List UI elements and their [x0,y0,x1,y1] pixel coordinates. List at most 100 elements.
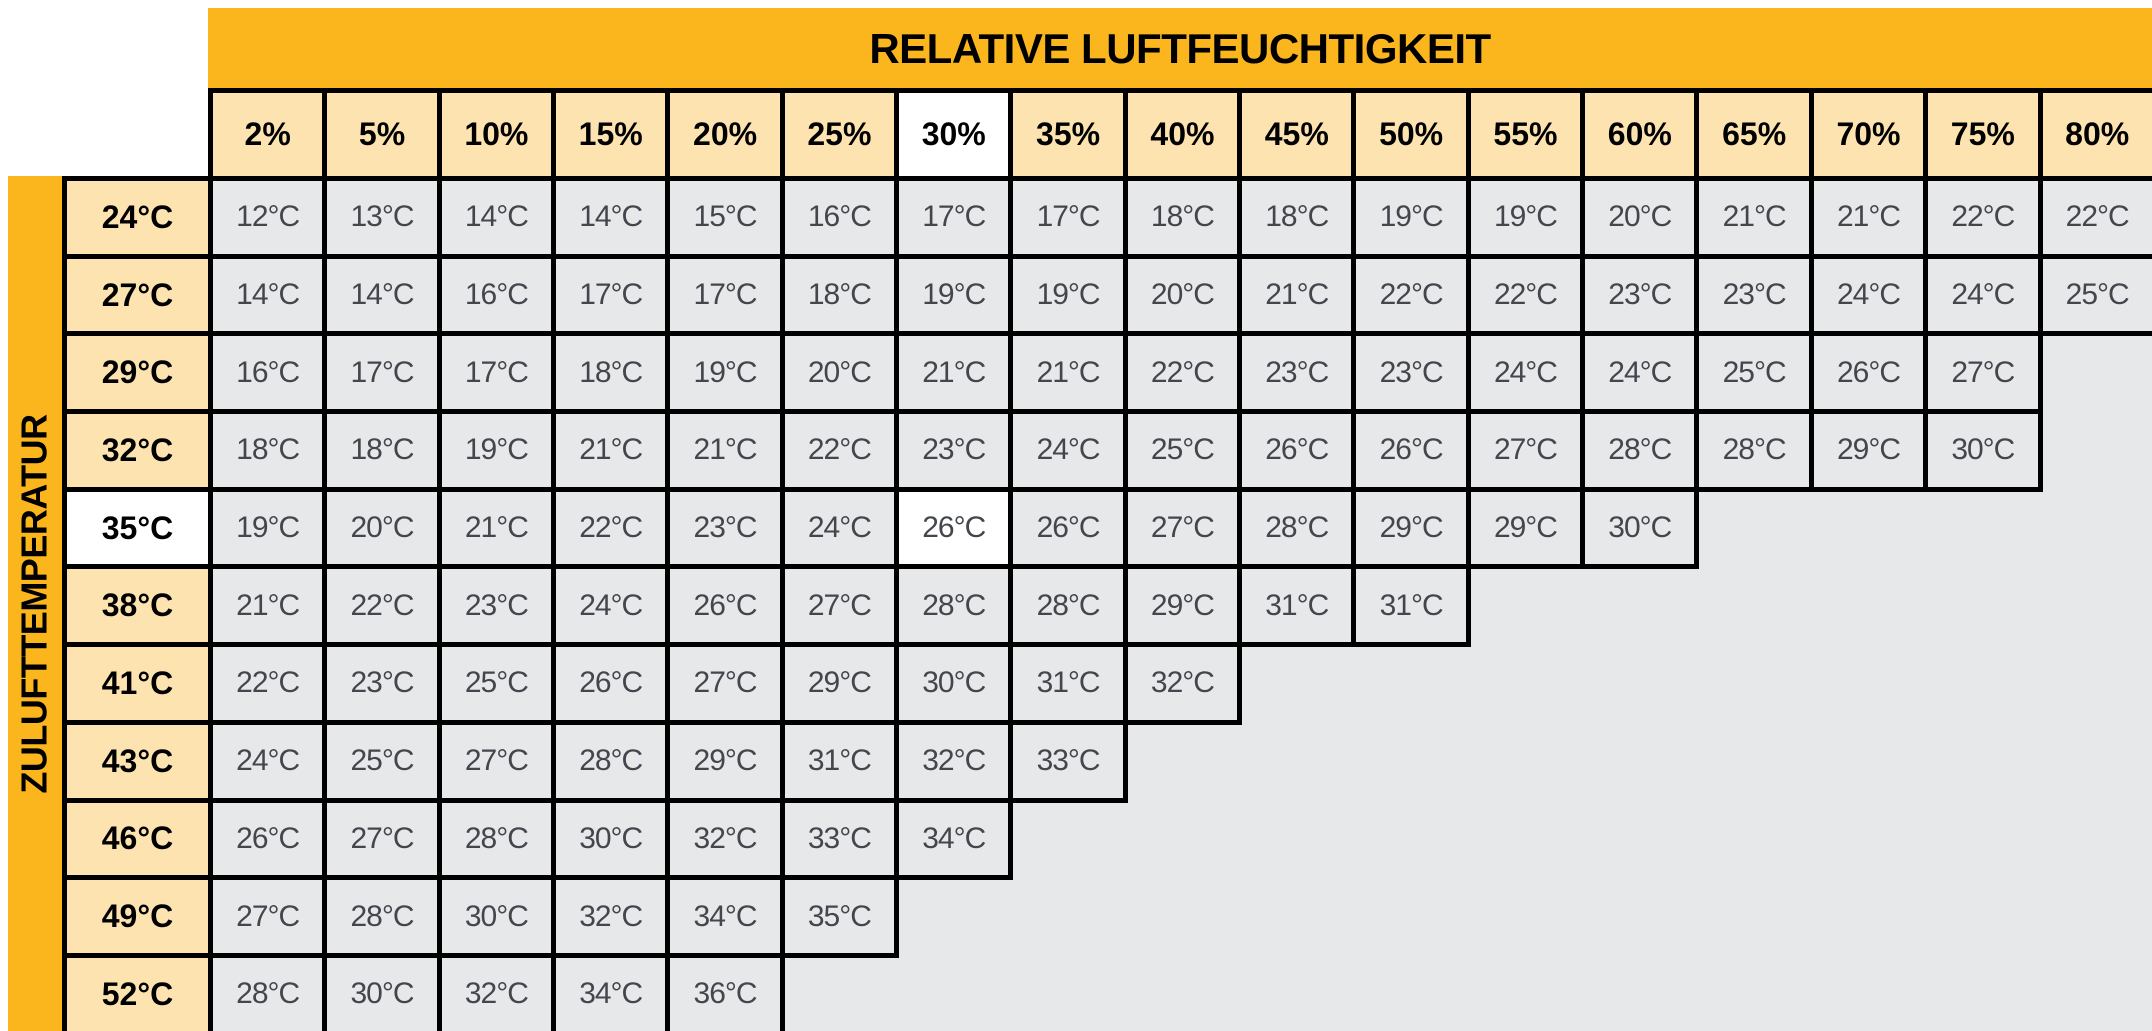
wet-bulb-cell: 19°C [436,409,557,492]
wet-bulb-cell: 28°C [1237,486,1357,570]
temperature-row-label: 41°C [62,642,213,725]
wet-bulb-cell: 26°C [1237,409,1357,492]
empty-cell [2040,644,2152,723]
wet-bulb-cell: 23°C [1580,253,1700,337]
empty-cell [1811,489,1926,567]
wet-bulb-cell: 27°C [779,564,900,648]
humidity-header-cell: 80% [2037,88,2152,181]
empty-cell [2040,333,2152,412]
wet-bulb-cell: 19°C [207,486,328,570]
wet-bulb-cell: 21°C [1808,176,1929,259]
wet-bulb-cell: 29°C [665,719,785,803]
wet-bulb-cell: 34°C [894,797,1014,881]
empty-cell [1811,644,1926,723]
empty-cell [1582,877,1697,956]
wet-bulb-cell: 27°C [207,875,328,958]
wet-bulb-cell: 30°C [436,875,557,958]
table-row: 29°C 16°C 17°C 17°C 18°C 19°C 20°C 21°C 21°C 22°C… [62,331,2152,415]
empty-cell [1696,644,1812,723]
wet-bulb-cell: 20°C [1122,253,1243,337]
wet-bulb-cell: 17°C [322,331,442,415]
wet-bulb-cell: 14°C [207,253,328,337]
wet-bulb-cell: 26°C [1351,409,1471,492]
wet-bulb-cell: 24°C [1923,253,2043,337]
wet-bulb-cell: 28°C [436,797,557,881]
wet-bulb-cell: 32°C [665,797,785,881]
temperature-row-label: 49°C [62,875,213,958]
temperature-row-label: 46°C [62,797,213,881]
wet-bulb-cell: 24°C [207,719,328,803]
wet-bulb-cell: 26°C [1808,331,1929,415]
empty-cell [1582,955,1697,1031]
wet-bulb-cell: 26°C [1008,486,1128,570]
wet-bulb-cell: 31°C [1351,564,1471,648]
table-row: 52°C 28°C 30°C 32°C 34°C 36°C [62,952,2152,1031]
table-row: 46°C 26°C 27°C 28°C 30°C 32°C 33°C 34°C [62,797,2152,881]
wet-bulb-cell: 19°C [894,253,1014,337]
wet-bulb-cell: 14°C [322,253,442,337]
wet-bulb-cell: 21°C [665,409,785,492]
wet-bulb-cell: 21°C [1008,331,1128,415]
wet-bulb-cell: 34°C [551,952,671,1031]
empty-cell [2040,800,2152,878]
wet-bulb-cell: 24°C [1465,331,1586,415]
empty-cell [1925,955,2040,1031]
wet-bulb-cell: 19°C [1008,253,1128,337]
wet-bulb-cell: 16°C [207,331,328,415]
humidity-header-cell: 5% [322,88,442,181]
wet-bulb-cell: 28°C [1580,409,1700,492]
humidity-header-cell: 70% [1808,88,1929,181]
wet-bulb-cell: 23°C [1237,331,1357,415]
wet-bulb-cell: 32°C [436,952,557,1031]
empty-cell [2040,877,2152,956]
wet-bulb-cell: 18°C [322,409,442,492]
table-row: 27°C 14°C 14°C 16°C 17°C 17°C 18°C 19°C 19°C 20°C… [62,253,2152,337]
wet-bulb-cell: 23°C [894,409,1014,492]
wet-bulb-cell: 23°C [1351,331,1471,415]
wet-bulb-cell: 29°C [1351,486,1471,570]
empty-cell [1125,955,1240,1031]
wet-bulb-cell: 22°C [1122,331,1243,415]
empty-cell [1811,877,1926,956]
wet-bulb-cell: 24°C [1580,331,1700,415]
wet-bulb-cell: 26°C [894,486,1014,570]
empty-cell [1010,800,1126,878]
humidity-header-cell: 50% [1351,88,1471,181]
empty-cell [1010,955,1126,1031]
empty-cell [1353,644,1469,723]
empty-cell [1239,800,1354,878]
wet-bulb-cell: 32°C [894,719,1014,803]
wet-bulb-cell: 23°C [322,642,442,725]
wet-bulb-cell: 23°C [436,564,557,648]
wet-bulb-cell: 23°C [1694,253,1814,337]
empty-cell [2040,722,2152,800]
wet-bulb-cell: 21°C [1237,253,1357,337]
wet-bulb-cell: 31°C [1237,564,1357,648]
wet-bulb-cell: 30°C [551,797,671,881]
temperature-row-label: 43°C [62,719,213,803]
wet-bulb-cell: 36°C [665,952,785,1031]
empty-cell [1811,566,1926,645]
empty-cell [896,877,1011,956]
wet-bulb-cell: 28°C [207,952,328,1031]
wet-bulb-cell: 34°C [665,875,785,958]
wet-bulb-cell: 16°C [436,253,557,337]
data-table: 2% 5% 10% 15% 20% 25% 30% 35% 40% 45% 50% 55% 60% 65%… [62,88,2152,1031]
wet-bulb-cell: 16°C [779,176,900,259]
wet-bulb-cell: 25°C [2037,253,2152,337]
wet-bulb-cell: 27°C [322,797,442,881]
wet-bulb-cell: 27°C [1923,331,2043,415]
empty-cell [1696,722,1812,800]
humidity-header-cell: 2% [207,88,328,181]
wet-bulb-cell: 35°C [779,875,900,958]
y-axis-label: ZULUFTTEMPERATUR [14,413,55,794]
wet-bulb-cell: 17°C [1008,176,1128,259]
empty-cell [1696,489,1812,567]
wet-bulb-cell: 19°C [665,331,785,415]
wet-bulb-cell: 24°C [779,486,900,570]
wet-bulb-cell: 20°C [1580,176,1700,259]
wet-bulb-cell: 19°C [1351,176,1471,259]
humidity-header-cell: 55% [1465,88,1586,181]
temperature-row-label: 35°C [62,486,213,570]
empty-cell [2040,955,2152,1031]
